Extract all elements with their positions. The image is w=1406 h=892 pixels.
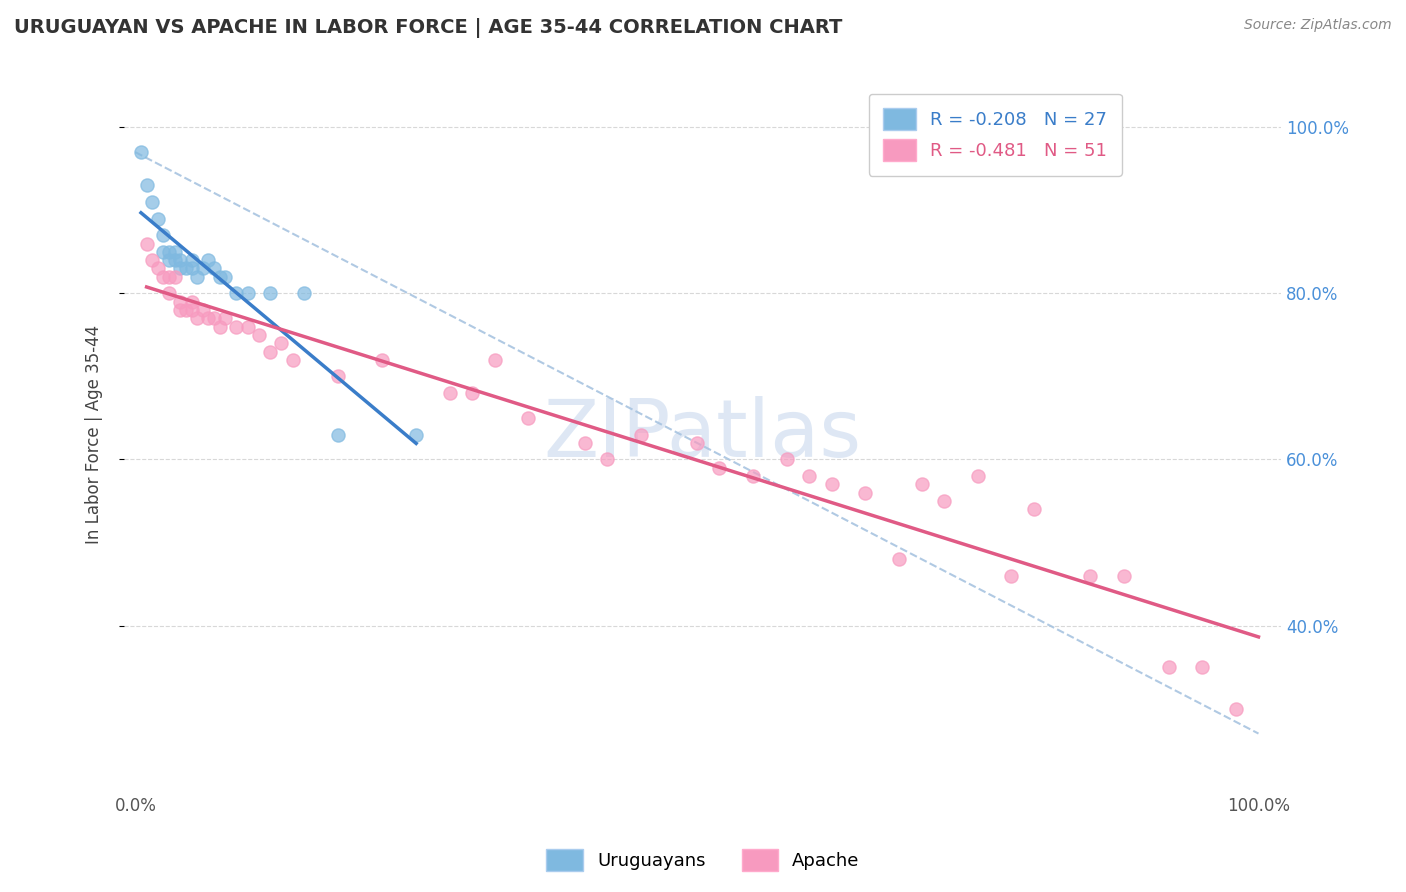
Point xyxy=(180,253,202,268)
Point xyxy=(174,261,197,276)
Point xyxy=(326,427,349,442)
Point xyxy=(214,311,236,326)
Point xyxy=(236,319,259,334)
Point xyxy=(596,452,619,467)
Point xyxy=(517,411,540,425)
Text: Source: ZipAtlas.com: Source: ZipAtlas.com xyxy=(1244,18,1392,32)
Point xyxy=(197,311,219,326)
Point xyxy=(202,261,225,276)
Point xyxy=(163,269,186,284)
Point xyxy=(966,469,988,483)
Point xyxy=(146,261,169,276)
Point xyxy=(169,294,191,309)
Point xyxy=(180,261,202,276)
Point xyxy=(191,303,214,318)
Point xyxy=(225,286,247,301)
Text: ZIPatlas: ZIPatlas xyxy=(544,395,862,474)
Point xyxy=(776,452,799,467)
Point xyxy=(180,303,202,318)
Point xyxy=(1000,568,1022,582)
Point xyxy=(157,269,180,284)
Point xyxy=(799,469,821,483)
Point xyxy=(709,460,731,475)
Point xyxy=(281,352,304,367)
Point xyxy=(405,427,427,442)
Legend: R = -0.208   N = 27, R = -0.481   N = 51: R = -0.208 N = 27, R = -0.481 N = 51 xyxy=(869,94,1122,176)
Point xyxy=(932,494,955,508)
Point xyxy=(197,253,219,268)
Point xyxy=(484,352,506,367)
Point xyxy=(135,178,157,193)
Point xyxy=(152,269,174,284)
Point xyxy=(146,211,169,226)
Point xyxy=(259,286,281,301)
Point xyxy=(236,286,259,301)
Point xyxy=(141,253,163,268)
Point xyxy=(186,311,208,326)
Point xyxy=(169,253,191,268)
Point xyxy=(208,269,231,284)
Point xyxy=(439,386,461,401)
Point xyxy=(855,485,877,500)
Point xyxy=(214,269,236,284)
Point xyxy=(202,311,225,326)
Point xyxy=(461,386,484,401)
Point xyxy=(247,327,270,342)
Point xyxy=(169,303,191,318)
Point xyxy=(208,319,231,334)
Point xyxy=(157,244,180,259)
Point xyxy=(326,369,349,384)
Legend: Uruguayans, Apache: Uruguayans, Apache xyxy=(540,842,866,879)
Point xyxy=(180,294,202,309)
Point xyxy=(1191,660,1213,674)
Point xyxy=(163,244,186,259)
Point xyxy=(169,261,191,276)
Point xyxy=(887,552,910,566)
Point xyxy=(174,303,197,318)
Point xyxy=(821,477,844,491)
Point xyxy=(630,427,652,442)
Point xyxy=(191,261,214,276)
Point xyxy=(910,477,932,491)
Point xyxy=(1225,701,1247,715)
Point xyxy=(686,435,709,450)
Point xyxy=(270,336,292,351)
Point xyxy=(129,145,152,160)
Point xyxy=(157,286,180,301)
Point xyxy=(157,253,180,268)
Point xyxy=(152,228,174,243)
Point xyxy=(1112,568,1135,582)
Y-axis label: In Labor Force | Age 35-44: In Labor Force | Age 35-44 xyxy=(86,325,103,544)
Point xyxy=(141,194,163,209)
Text: URUGUAYAN VS APACHE IN LABOR FORCE | AGE 35-44 CORRELATION CHART: URUGUAYAN VS APACHE IN LABOR FORCE | AGE… xyxy=(14,18,842,37)
Point xyxy=(574,435,596,450)
Point xyxy=(259,344,281,359)
Point xyxy=(163,253,186,268)
Point xyxy=(152,244,174,259)
Point xyxy=(1157,660,1180,674)
Point xyxy=(742,469,765,483)
Point xyxy=(292,286,315,301)
Point xyxy=(1078,568,1101,582)
Point xyxy=(135,236,157,251)
Point xyxy=(1022,502,1045,516)
Point xyxy=(371,352,394,367)
Point xyxy=(225,319,247,334)
Point xyxy=(186,269,208,284)
